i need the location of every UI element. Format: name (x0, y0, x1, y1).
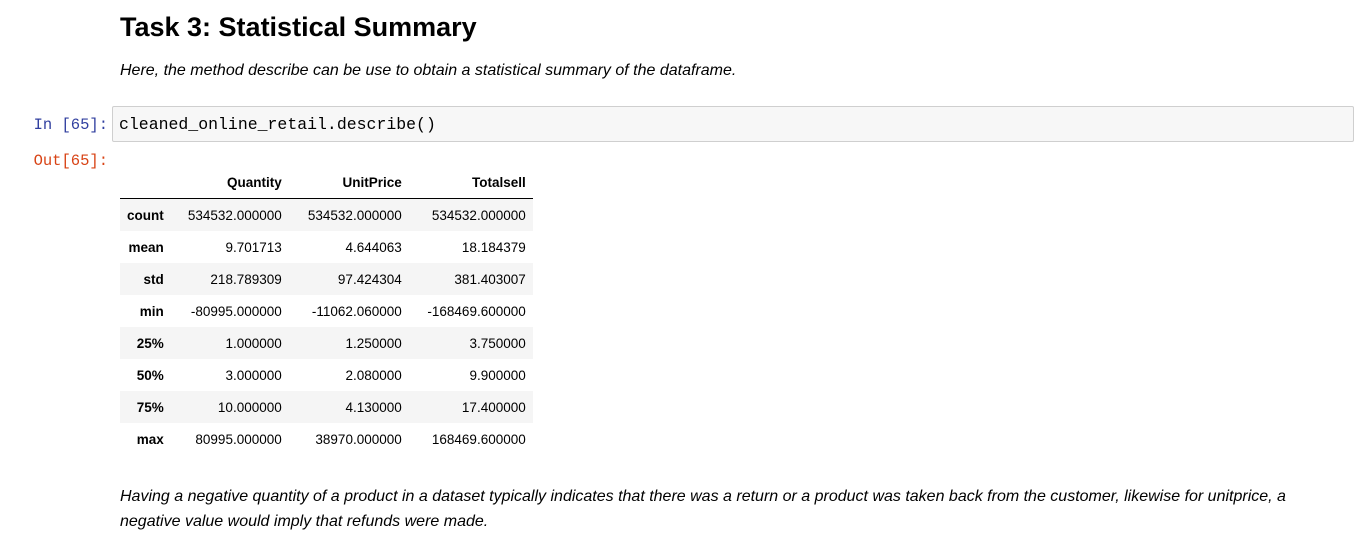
row-label: std (143, 271, 164, 287)
table-header-row: Quantity UnitPrice Totalsell (120, 166, 533, 199)
index-header (120, 166, 171, 199)
table-cell: 4.644063 (345, 239, 402, 255)
row-label: 25% (136, 335, 164, 351)
input-prompt: In [65]: (33, 116, 108, 134)
row-label: 75% (136, 399, 164, 415)
table-cell: 9.900000 (469, 367, 526, 383)
row-label: max (136, 431, 164, 447)
table-cell: 4.130000 (345, 399, 402, 415)
table-cell: 38970.000000 (315, 431, 402, 447)
table-row: std 218.789309 97.424304 381.403007 (120, 263, 533, 295)
column-header-totalsell: Totalsell (408, 166, 533, 199)
code-text[interactable]: cleaned_online_retail.describe() (119, 115, 436, 134)
column-header-quantity: Quantity (170, 166, 289, 199)
conclusion-text: Having a negative quantity of a product … (120, 488, 1286, 530)
table-cell: 1.250000 (345, 335, 402, 351)
table-row: min -80995.000000 -11062.060000 -168469.… (120, 295, 533, 327)
table-cell: 381.403007 (454, 271, 526, 287)
table-cell: 9.701713 (225, 239, 282, 255)
table-cell: 2.080000 (345, 367, 402, 383)
table-cell: 97.424304 (337, 271, 402, 287)
table-cell: -80995.000000 (190, 303, 282, 319)
table-cell: 1.000000 (225, 335, 282, 351)
table-row: 75% 10.000000 4.130000 17.400000 (120, 391, 533, 423)
table-cell: -168469.600000 (427, 303, 526, 319)
table-cell: 18.184379 (461, 239, 526, 255)
table-row: 50% 3.000000 2.080000 9.900000 (120, 359, 533, 391)
intro-text: Here, the method describe can be use to … (120, 62, 737, 79)
code-cell-input[interactable]: cleaned_online_retail.describe() (112, 106, 1354, 142)
table-cell: 218.789309 (210, 271, 282, 287)
table-row: mean 9.701713 4.644063 18.184379 (120, 231, 533, 263)
row-label: min (139, 303, 164, 319)
table-cell: -11062.060000 (311, 303, 402, 319)
table-row: 25% 1.000000 1.250000 3.750000 (120, 327, 533, 359)
describe-output-table: Quantity UnitPrice Totalsell count 53453… (120, 166, 533, 455)
table-row: count 534532.000000 534532.000000 534532… (120, 198, 533, 231)
section-heading: Task 3: Statistical Summary (120, 12, 477, 42)
table-cell: 534532.000000 (307, 207, 402, 223)
table-cell: 3.000000 (225, 367, 282, 383)
output-prompt: Out[65]: (33, 152, 108, 170)
table-row: max 80995.000000 38970.000000 168469.600… (120, 423, 533, 455)
table-cell: 3.750000 (469, 335, 526, 351)
column-header-unitprice: UnitPrice (288, 166, 409, 199)
row-label: 50% (136, 367, 164, 383)
table-cell: 168469.600000 (431, 431, 526, 447)
row-label: count (127, 207, 164, 223)
table-cell: 10.000000 (217, 399, 282, 415)
table-cell: 534532.000000 (187, 207, 282, 223)
table-cell: 17.400000 (461, 399, 526, 415)
table-cell: 534532.000000 (431, 207, 526, 223)
table-cell: 80995.000000 (195, 431, 282, 447)
row-label: mean (128, 239, 164, 255)
